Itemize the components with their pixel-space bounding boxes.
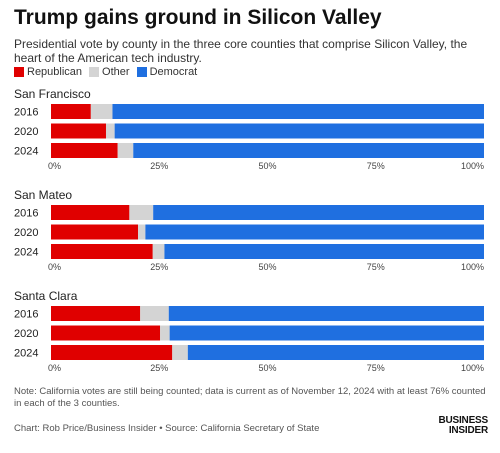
bar-santa-clara-2016-other: [140, 306, 169, 321]
legend-label-democrat: Democrat: [149, 66, 198, 78]
year-label-san-mateo-2016: 2016: [14, 208, 38, 220]
bar-san-francisco-2024-republican: [51, 143, 118, 158]
year-label-san-mateo-2020: 2020: [14, 227, 38, 239]
bar-san-mateo-2024-other: [152, 244, 165, 259]
legend-item-other: Other: [89, 66, 130, 78]
x-tick-san-mateo-1: 25%: [150, 262, 168, 272]
bar-san-mateo-2016-republican: [51, 205, 130, 220]
year-label-san-francisco-2020: 2020: [14, 126, 38, 138]
bar-san-francisco-2020-other: [105, 123, 115, 139]
bar-santa-clara-2020-republican: [51, 325, 161, 341]
logo-line-1: BUSINESS: [438, 415, 488, 426]
bar-santa-clara-2024-democrat: [187, 345, 484, 360]
bar-san-francisco-2024-democrat: [133, 143, 484, 158]
chart-note: Note: California votes are still being c…: [14, 386, 486, 409]
year-label-santa-clara-2020: 2020: [14, 328, 38, 340]
bar-san-francisco-2024-other: [117, 143, 134, 158]
bar-santa-clara-2016-republican: [51, 306, 141, 321]
x-tick-santa-clara-1: 25%: [150, 363, 168, 373]
x-tick-santa-clara-3: 75%: [367, 363, 385, 373]
bar-san-mateo-2016-democrat: [153, 205, 485, 220]
bar-san-mateo-2020-democrat: [145, 224, 485, 240]
year-label-san-mateo-2024: 2024: [14, 247, 38, 259]
bar-san-francisco-2016-democrat: [112, 104, 485, 119]
year-label-santa-clara-2016: 2016: [14, 309, 38, 321]
legend-item-republican: Republican: [14, 66, 82, 78]
legend-swatch-other: [89, 67, 100, 77]
bar-san-mateo-2020-other: [138, 224, 146, 240]
bar-san-mateo-2020-republican: [51, 224, 139, 240]
bar-san-francisco-2016-other: [90, 104, 113, 119]
subtitle: Presidential vote by county in the three…: [14, 37, 468, 65]
county-title-san-francisco: San Francisco: [14, 87, 91, 101]
legend-label-republican: Republican: [27, 66, 83, 78]
county-title-santa-clara: Santa Clara: [14, 289, 78, 303]
legend-item-democrat: Democrat: [136, 66, 198, 78]
page-title: Trump gains ground in Silicon Valley: [14, 6, 382, 29]
bar-san-mateo-2024-republican: [51, 244, 153, 259]
bar-san-mateo-2016-other: [129, 205, 154, 220]
bar-san-francisco-2016-republican: [51, 104, 91, 119]
x-tick-san-mateo-2: 50%: [258, 262, 276, 272]
logo-line-2: INSIDER: [448, 424, 488, 436]
year-label-san-francisco-2016: 2016: [14, 107, 38, 119]
bar-santa-clara-2024-other: [172, 345, 188, 360]
x-tick-san-francisco-0: 0%: [48, 161, 61, 171]
business-insider-logo: BUSINESS INSIDER: [418, 416, 488, 435]
bar-santa-clara-2016-democrat: [168, 306, 484, 321]
bar-santa-clara-2024-republican: [51, 345, 173, 360]
legend-label-other: Other: [102, 66, 130, 78]
county-title-san-mateo: San Mateo: [14, 188, 73, 202]
legend: Republican Other Democrat: [14, 66, 204, 78]
bar-santa-clara-2020-other: [160, 325, 170, 341]
x-tick-san-mateo-0: 0%: [48, 262, 61, 272]
x-tick-san-francisco-2: 50%: [258, 161, 276, 171]
bar-san-francisco-2020-republican: [51, 123, 106, 139]
year-label-san-francisco-2024: 2024: [14, 146, 38, 158]
year-label-santa-clara-2024: 2024: [14, 348, 38, 360]
bar-san-mateo-2024-democrat: [164, 244, 485, 259]
legend-swatch-republican: [14, 67, 24, 77]
legend-swatch-democrat: [136, 67, 147, 77]
x-tick-santa-clara-4: 100%: [461, 363, 484, 373]
x-tick-san-francisco-4: 100%: [461, 161, 484, 171]
x-tick-santa-clara-2: 50%: [258, 363, 276, 373]
chart-credit: Chart: Rob Price/Business Insider • Sour…: [14, 423, 320, 434]
x-tick-san-francisco-1: 25%: [150, 161, 168, 171]
x-tick-santa-clara-0: 0%: [48, 363, 61, 373]
bar-santa-clara-2020-democrat: [169, 325, 484, 341]
x-tick-san-mateo-3: 75%: [367, 262, 385, 272]
x-tick-san-mateo-4: 100%: [461, 262, 484, 272]
bar-san-francisco-2020-democrat: [114, 123, 484, 139]
x-tick-san-francisco-3: 75%: [367, 161, 385, 171]
